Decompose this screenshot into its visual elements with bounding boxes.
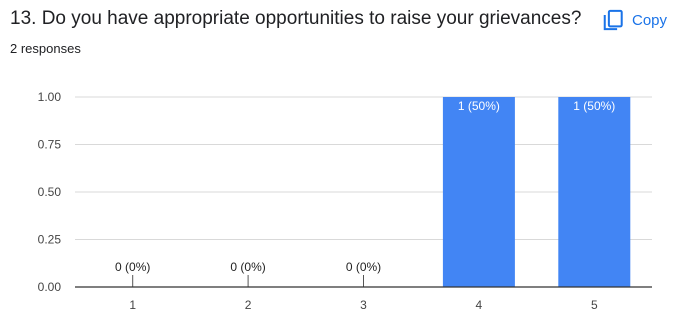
y-tick-label: 1.00 [38, 90, 62, 104]
copy-icon [603, 9, 623, 31]
y-tick-label: 0.50 [38, 185, 62, 199]
x-tick-label: 1 [129, 298, 136, 312]
y-tick-label: 0.75 [38, 138, 62, 152]
data-label: 1 (50%) [573, 99, 615, 113]
x-tick-label: 3 [360, 298, 367, 312]
bar[interactable] [558, 97, 631, 287]
labels: 0.00 0.25 0.50 0.75 1.00 0 (0%) 1 0 (0%) 2 0 (0%)… [38, 90, 652, 312]
bars [442, 97, 631, 287]
x-tick-label: 4 [476, 298, 483, 312]
x-tick-label: 5 [591, 298, 598, 312]
y-tick-label: 0.25 [38, 233, 62, 247]
copy-button[interactable]: Copy [602, 5, 667, 35]
data-label: 0 (0%) [230, 260, 265, 274]
data-label: 0 (0%) [346, 260, 381, 274]
copy-label: Copy [632, 11, 668, 29]
data-label: 0 (0%) [115, 260, 150, 274]
data-label: 1 (50%) [458, 99, 500, 113]
grid-lines [75, 96, 652, 240]
y-tick-label: 0.00 [38, 280, 62, 294]
x-tick-label: 2 [245, 298, 252, 312]
question-title: 13. Do you have appropriate opportunitie… [10, 8, 582, 29]
response-count: 2 responses [10, 41, 81, 56]
bar[interactable] [442, 97, 515, 287]
